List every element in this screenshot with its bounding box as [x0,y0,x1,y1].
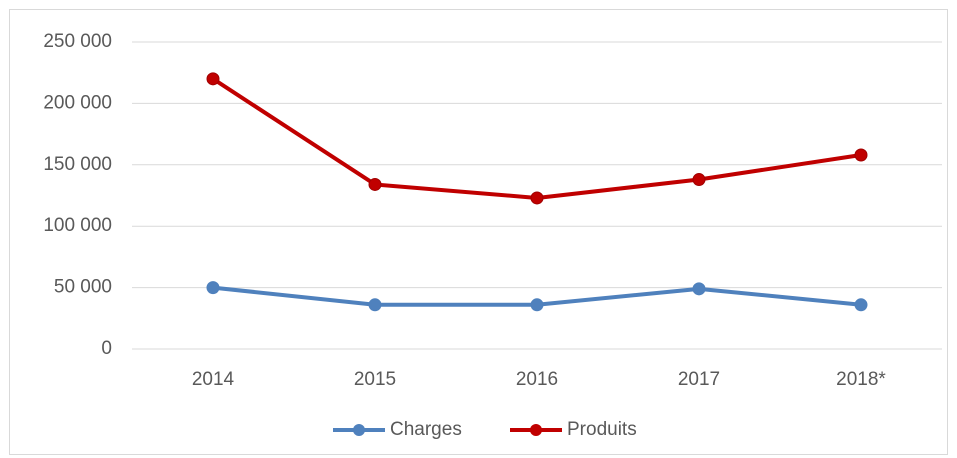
point [854,298,868,312]
y-tick-label: 250 000 [43,31,112,52]
point [530,191,544,205]
legend-marker [530,424,542,436]
y-tick-label: 150 000 [43,154,112,175]
x-tick-label: 2015 [354,369,396,390]
y-tick-label: 0 [101,338,112,359]
chart-border [9,9,948,455]
y-tick-label: 200 000 [43,92,112,113]
legend-label: Charges [390,419,462,440]
x-tick-label: 2014 [192,369,235,390]
point [854,148,868,162]
legend-label: Produits [567,419,637,440]
point [368,177,382,191]
point [530,298,544,312]
legend-marker [353,424,365,436]
point [206,72,220,86]
y-tick-label: 100 000 [43,215,112,236]
x-tick-label: 2016 [516,369,558,390]
x-tick-label: 2017 [678,369,720,390]
point [206,281,220,295]
x-tick-label: 2018* [836,369,886,390]
point [368,298,382,312]
y-tick-label: 50 000 [54,277,112,298]
point [692,282,706,296]
point [692,173,706,187]
